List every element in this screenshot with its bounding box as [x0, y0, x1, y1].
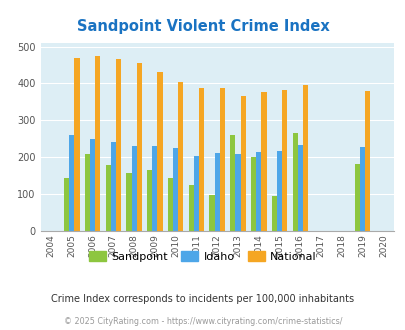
Bar	[178, 82, 183, 231]
Bar	[214, 153, 219, 231]
Bar	[95, 56, 100, 231]
Bar	[302, 84, 307, 231]
Bar	[74, 58, 79, 231]
Bar	[240, 96, 245, 231]
Bar	[261, 92, 266, 231]
Bar	[219, 88, 224, 231]
Text: Sandpoint Violent Crime Index: Sandpoint Violent Crime Index	[77, 19, 328, 34]
Bar	[126, 173, 131, 231]
Bar	[173, 148, 178, 231]
Bar	[250, 157, 256, 231]
Bar	[111, 143, 116, 231]
Legend: Sandpoint, Idaho, National: Sandpoint, Idaho, National	[85, 247, 320, 267]
Bar	[147, 170, 152, 231]
Bar	[105, 165, 111, 231]
Bar	[69, 135, 74, 231]
Bar	[157, 72, 162, 231]
Bar	[271, 196, 276, 231]
Bar	[152, 146, 157, 231]
Bar	[359, 147, 364, 231]
Text: Crime Index corresponds to incidents per 100,000 inhabitants: Crime Index corresponds to incidents per…	[51, 294, 354, 304]
Bar	[136, 63, 141, 231]
Bar	[354, 163, 359, 231]
Bar	[281, 90, 287, 231]
Text: © 2025 CityRating.com - https://www.cityrating.com/crime-statistics/: © 2025 CityRating.com - https://www.city…	[64, 317, 341, 326]
Bar	[292, 133, 297, 231]
Bar	[276, 151, 281, 231]
Bar	[364, 91, 369, 231]
Bar	[256, 152, 261, 231]
Bar	[131, 146, 136, 231]
Bar	[116, 59, 121, 231]
Bar	[230, 136, 235, 231]
Bar	[167, 178, 173, 231]
Bar	[90, 139, 95, 231]
Bar	[85, 154, 90, 231]
Bar	[235, 154, 240, 231]
Bar	[297, 145, 302, 231]
Bar	[198, 88, 204, 231]
Bar	[209, 195, 214, 231]
Bar	[64, 178, 69, 231]
Bar	[188, 184, 193, 231]
Bar	[193, 156, 198, 231]
